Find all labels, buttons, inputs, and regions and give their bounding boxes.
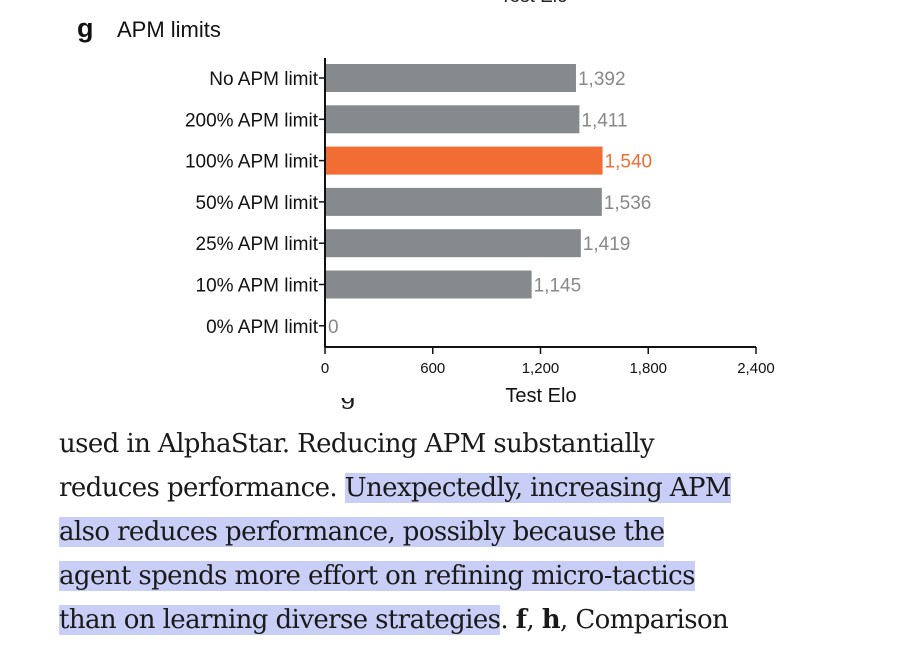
caption-line-3: also reduces performance, possibly becau… — [59, 510, 731, 554]
category-label: 0% APM limit — [206, 317, 319, 338]
highlighted-text[interactable]: than on learning diverse strategies — [59, 605, 501, 635]
category-label: 100% APM limit — [185, 152, 319, 173]
caption-line-2: reduces performance. Unexpectedly, incre… — [59, 473, 732, 503]
caption-text: used in AlphaStar. Reducing APM substant… — [59, 422, 732, 642]
data-label: 1,145 — [534, 276, 582, 297]
cut-off-axis-label: Test Elo — [500, 0, 568, 8]
x-tick-label: 600 — [420, 360, 445, 377]
bar — [326, 64, 576, 92]
caption-line-1: used in AlphaStar. Reducing APM substant… — [59, 429, 655, 459]
panel-title: APM limits — [117, 17, 221, 42]
x-tick-label: 1,800 — [629, 360, 667, 377]
highlighted-text[interactable]: also reduces performance, possibly becau… — [59, 517, 665, 547]
caption-line-5: than on learning diverse strategies. f, … — [59, 605, 729, 635]
bar — [326, 187, 602, 216]
apm-limits-chart: No APM limit 1,392 200% APM limit 1,411 100%… — [185, 58, 775, 407]
x-tick-label: 2,400 — [737, 360, 775, 377]
panel-letter: g — [77, 13, 94, 43]
category-label: 25% APM limit — [196, 234, 319, 255]
caption-line-4: agent spends more effort on refining mic… — [59, 554, 731, 598]
data-label: 1,392 — [578, 69, 626, 90]
bar — [326, 105, 580, 134]
x-tick-label: 1,200 — [522, 360, 560, 377]
category-label: 50% APM limit — [196, 193, 319, 214]
category-label: No APM limit — [209, 69, 318, 90]
bar — [326, 146, 603, 175]
category-label: 10% APM limit — [196, 276, 319, 297]
bar — [326, 229, 581, 258]
cut-off-text-fragment: g — [340, 398, 354, 412]
category-label: 200% APM limit — [185, 110, 319, 131]
x-axis-title: Test Elo — [505, 385, 576, 407]
data-label: 1,536 — [604, 193, 652, 214]
bar — [326, 270, 532, 299]
panel-ref-h: h — [541, 605, 561, 635]
data-label: 0 — [328, 317, 339, 338]
highlighted-text[interactable]: agent spends more effort on refining mic… — [59, 561, 695, 591]
panel-ref-f: f — [515, 605, 527, 635]
highlighted-text[interactable]: Unexpectedly, increasing APM — [344, 473, 732, 503]
data-label: 1,540 — [605, 152, 653, 173]
data-label: 1,411 — [581, 110, 627, 131]
x-tick-label: 0 — [321, 360, 329, 377]
data-label: 1,419 — [583, 234, 631, 255]
